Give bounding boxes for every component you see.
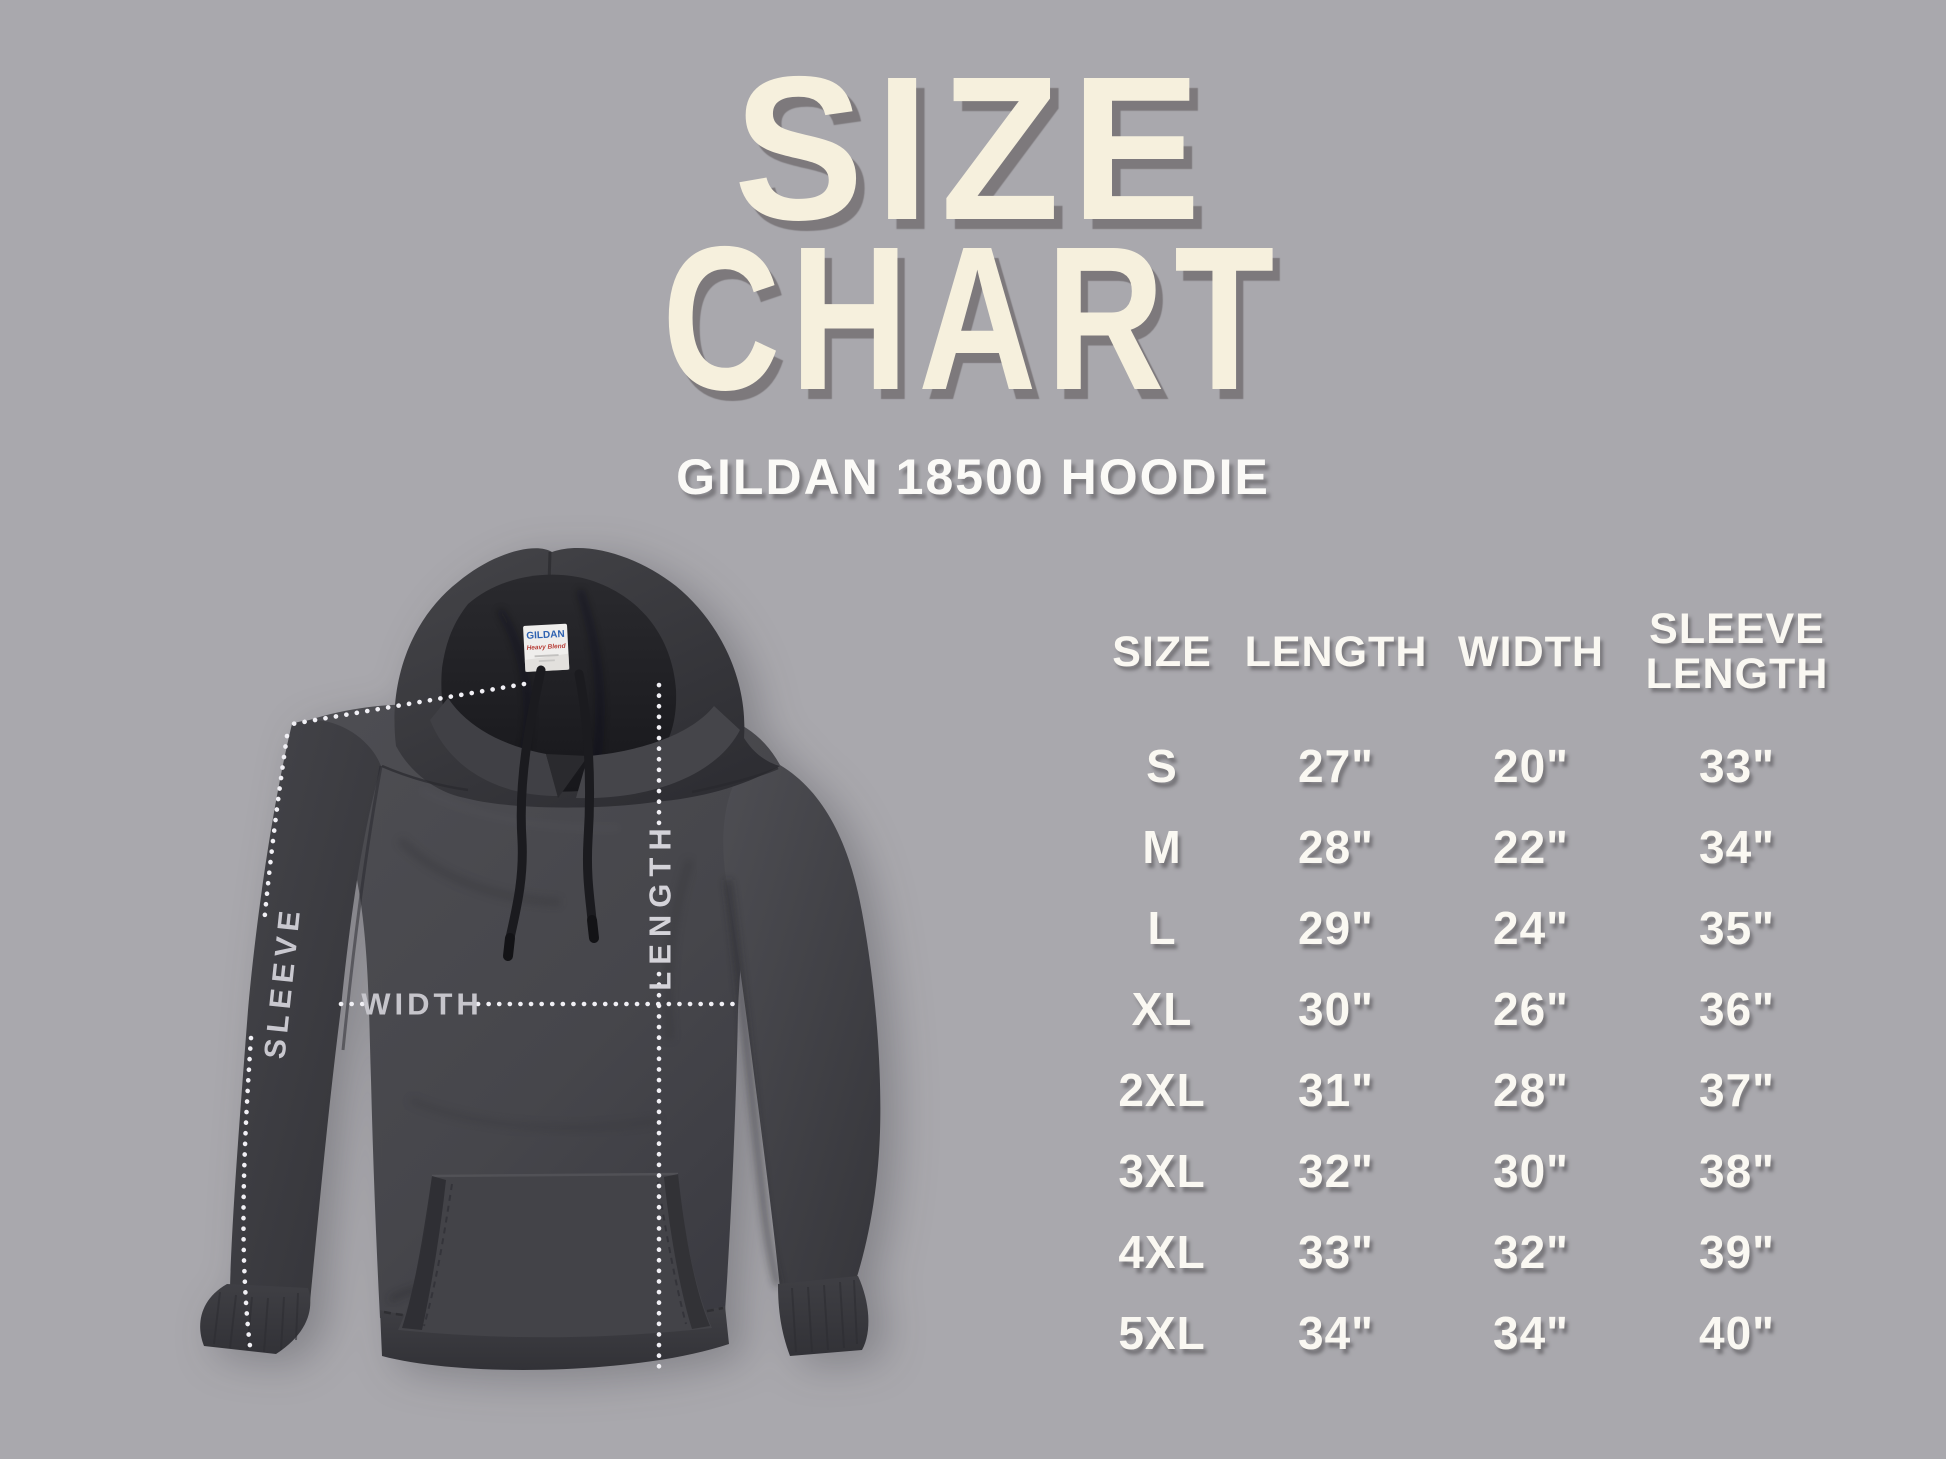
measurement-guides [241,681,740,1375]
drawstring-left-aglet [503,933,515,961]
cell-length: 28" [1298,820,1374,873]
cell-width: 22" [1493,820,1569,873]
size-table-rows: S 27" 20" 33" M 28" 22" 34" L 29" 24" 35" XL 30" 26" 36… [1080,725,1840,1373]
cell-width: 28" [1493,1063,1569,1116]
drawstrings [503,665,599,961]
right-shoulder-seam [691,766,779,794]
table-row: 3XL 32" 30" 38" [1080,1130,1840,1211]
collar-v-notch [546,754,588,798]
cell-length: 27" [1298,739,1374,792]
neck-tag-text-line [538,659,555,663]
cell-size: XL [1131,982,1193,1035]
cell-width: 24" [1493,901,1569,954]
left-shoulder-seam [381,764,469,792]
cell-sleeve_length: 33" [1699,739,1775,792]
neck-tag-line2: Heavy Blend [526,643,566,652]
cell-width: 30" [1493,1144,1569,1197]
cell-sleeve_length: 40" [1699,1306,1775,1359]
cell-width: 26" [1493,982,1569,1035]
column-header-width: WIDTH [1458,627,1604,676]
right-sleeve-crease [725,879,781,1287]
table-row: 4XL 33" 32" 39" [1080,1211,1840,1292]
drawstring-right-aglet [587,915,599,943]
sleeve-guide-diagonal [289,681,527,727]
hood-drape-right [576,706,740,799]
size-table-header: SIZE LENGTH WIDTH SLEEVE LENGTH [1080,600,1840,704]
cell-sleeve_length: 34" [1699,820,1775,873]
cell-sleeve_length: 37" [1699,1063,1775,1116]
drawstring-right [574,669,597,925]
column-header-sleeve-length: SLEEVE LENGTH [1645,605,1829,698]
cell-width: 32" [1493,1225,1569,1278]
sleeve-guide-upper [261,733,290,927]
table-row: 5XL 34" 34" 40" [1080,1292,1840,1373]
page-subtitle: GILDAN 18500 HOODIE [676,449,1270,505]
cell-width: 34" [1493,1306,1569,1359]
column-header-size: SIZE [1112,627,1212,676]
column-header-length: LENGTH [1244,627,1428,676]
cell-size: 3XL [1118,1144,1206,1197]
table-row: S 27" 20" 33" [1080,725,1840,806]
size-table: SIZE LENGTH WIDTH SLEEVE LENGTH S 27" 20" 3… [1080,600,1840,1359]
cell-sleeve_length: 39" [1699,1225,1775,1278]
table-row: M 28" 22" 34" [1080,806,1840,887]
cell-size: 5XL [1118,1306,1206,1359]
table-row: 2XL 31" 28" 37" [1080,1049,1840,1130]
hoodie-measurement-diagram: GILDAN Heavy Blend SLEEVE LENGT [200,547,881,1375]
cell-length: 32" [1298,1144,1374,1197]
neck-tag: GILDAN Heavy Blend [523,623,570,672]
width-measure-label: WIDTH [361,987,483,1022]
left-armhole-seam [341,765,383,1051]
cell-sleeve_length: 38" [1699,1144,1775,1197]
cell-size: L [1147,901,1177,954]
hoodie-body [292,704,780,1329]
pocket-top-edge [431,1172,679,1178]
drawstring-left [505,665,546,943]
right-cuff-ribs [791,1279,858,1353]
hood-opening [441,574,677,792]
cell-size: 4XL [1118,1225,1206,1278]
cell-size: M [1142,820,1182,873]
neck-tag-text-line [534,654,559,658]
pocket-stitch-right [657,1181,687,1325]
cell-width: 20" [1493,739,1569,792]
neck-tag-brand: GILDAN [526,629,565,642]
cell-length: 33" [1298,1225,1374,1278]
cell-size: S [1146,739,1178,792]
right-cuff [778,1276,869,1356]
cell-length: 34" [1298,1306,1374,1359]
title-line-2: CHART [662,204,1284,433]
sleeve-guide-lower [241,1035,254,1349]
cell-length: 29" [1298,901,1374,954]
cell-sleeve_length: 35" [1699,901,1775,954]
hoodie-photo: GILDAN Heavy Blend [200,547,881,1370]
right-sleeve [723,763,881,1288]
kangaroo-pocket [398,1174,712,1338]
cell-sleeve_length: 36" [1699,982,1775,1035]
length-measure-label: LENGTH [643,821,678,990]
table-row: L 29" 24" 35" [1080,887,1840,968]
cell-size: 2XL [1118,1063,1206,1116]
pocket-opening-left [402,1176,446,1330]
pocket-opening-right [664,1174,710,1329]
body-wrinkles [397,787,694,1132]
left-sleeve [230,720,381,1302]
cell-length: 31" [1298,1063,1374,1116]
table-row: XL 30" 26" 36" [1080,968,1840,1049]
title-line-1: SIZE [733,34,1213,263]
cell-length: 30" [1298,982,1374,1035]
neck-tag-fold [524,653,570,672]
